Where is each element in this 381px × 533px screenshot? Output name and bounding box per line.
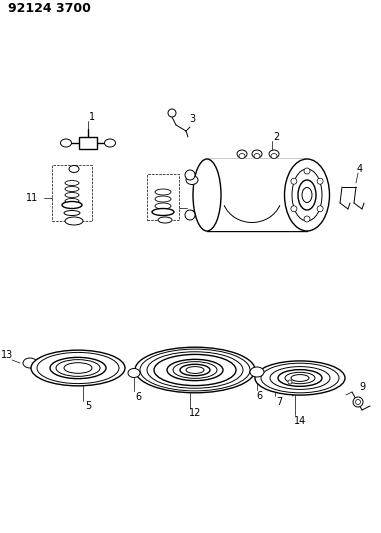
Ellipse shape [154,354,236,385]
Circle shape [185,210,195,220]
Circle shape [304,168,310,174]
Text: 6: 6 [135,392,141,402]
Circle shape [304,216,310,222]
Ellipse shape [252,150,262,158]
Ellipse shape [186,367,204,374]
Ellipse shape [62,201,82,208]
FancyBboxPatch shape [207,159,307,231]
Circle shape [286,378,294,386]
Ellipse shape [104,139,115,147]
Ellipse shape [278,370,322,386]
Ellipse shape [128,368,140,377]
Ellipse shape [155,189,171,195]
Ellipse shape [271,154,277,158]
Ellipse shape [50,357,106,378]
Text: 12: 12 [189,408,201,418]
Ellipse shape [69,166,79,173]
Ellipse shape [292,169,322,221]
FancyBboxPatch shape [147,174,179,220]
Ellipse shape [158,217,172,223]
Ellipse shape [65,187,79,191]
Ellipse shape [31,350,125,386]
Ellipse shape [135,347,255,393]
Ellipse shape [65,217,83,225]
FancyBboxPatch shape [79,137,97,149]
Ellipse shape [65,181,79,185]
Ellipse shape [193,159,221,231]
Ellipse shape [186,175,198,184]
Ellipse shape [237,150,247,158]
Ellipse shape [167,359,223,381]
Ellipse shape [173,361,217,378]
Ellipse shape [255,361,345,395]
Text: 14: 14 [294,416,306,426]
Circle shape [291,206,297,212]
Text: 1: 1 [89,112,95,122]
Ellipse shape [180,364,210,376]
Ellipse shape [140,349,250,391]
Ellipse shape [298,180,316,210]
Circle shape [317,178,323,184]
Ellipse shape [285,159,330,231]
Text: 6: 6 [256,391,262,401]
Text: 8: 8 [295,385,301,395]
Circle shape [291,178,297,184]
Ellipse shape [65,192,79,198]
Ellipse shape [61,139,72,147]
Text: 3: 3 [189,114,195,124]
Circle shape [353,397,363,407]
Circle shape [288,380,292,384]
Ellipse shape [254,154,260,158]
Ellipse shape [23,358,37,368]
Ellipse shape [155,203,171,209]
Ellipse shape [269,150,279,158]
Ellipse shape [56,360,100,376]
Text: 5: 5 [85,401,91,411]
Circle shape [317,206,323,212]
Circle shape [355,400,360,405]
Ellipse shape [285,372,315,384]
Ellipse shape [250,367,264,377]
Ellipse shape [291,375,309,382]
Text: 11: 11 [26,193,38,203]
Text: 13: 13 [1,350,13,360]
Text: 7: 7 [276,397,282,407]
Text: 2: 2 [273,132,279,142]
Ellipse shape [65,198,79,204]
Ellipse shape [270,367,330,390]
Ellipse shape [147,352,243,388]
Text: 10: 10 [193,203,205,213]
Text: 92124 3700: 92124 3700 [8,3,91,15]
Text: 4: 4 [357,164,363,174]
Ellipse shape [239,154,245,158]
Circle shape [168,109,176,117]
FancyBboxPatch shape [52,165,92,221]
Ellipse shape [37,352,119,384]
Ellipse shape [261,363,339,393]
Text: 9: 9 [359,382,365,392]
Ellipse shape [302,188,312,203]
Ellipse shape [269,374,281,383]
Ellipse shape [152,208,174,215]
Ellipse shape [155,196,171,202]
Ellipse shape [64,362,92,373]
Circle shape [185,170,195,180]
Ellipse shape [64,211,80,215]
